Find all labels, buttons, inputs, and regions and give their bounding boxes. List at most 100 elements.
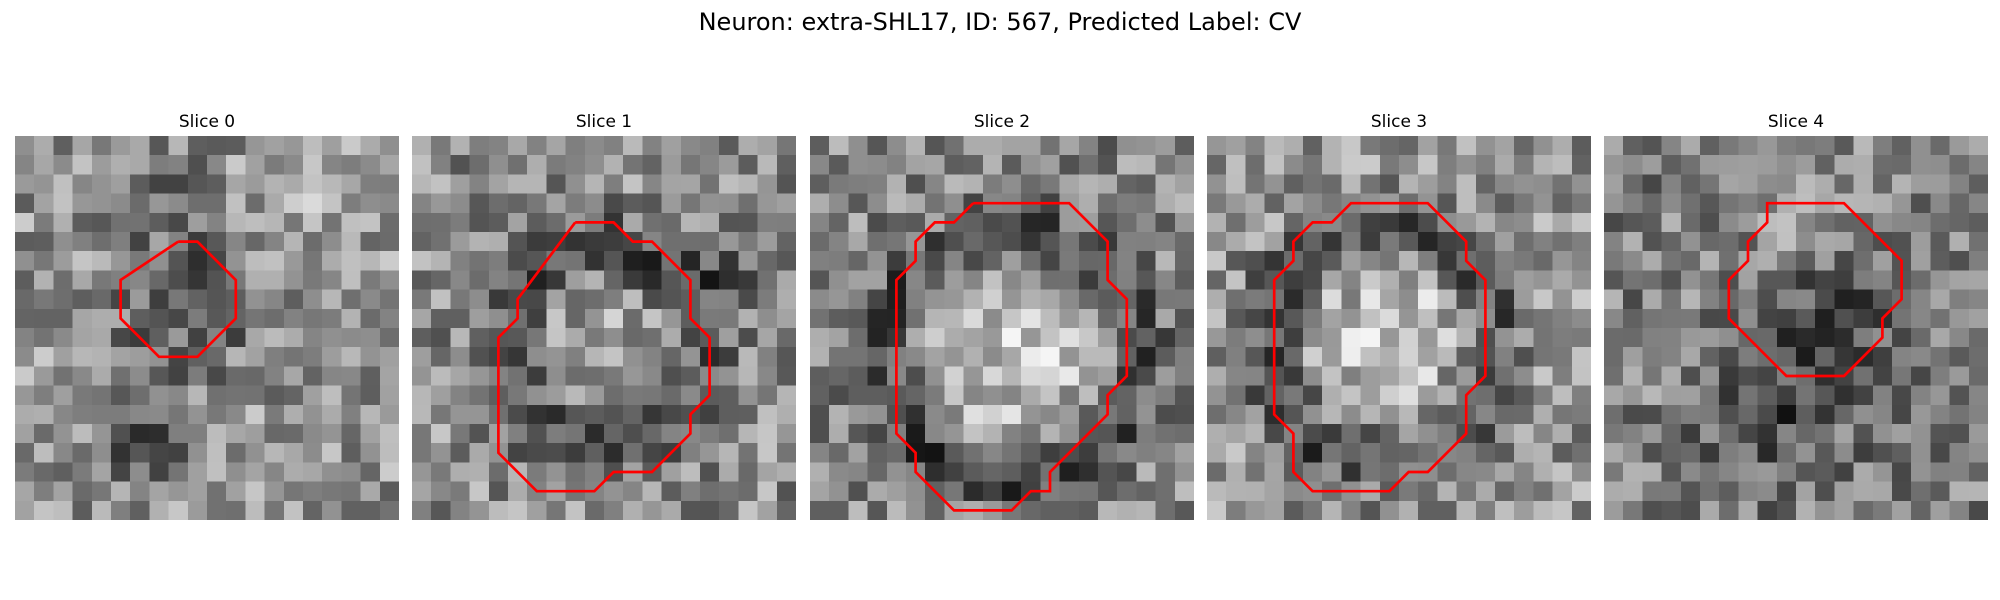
pixel — [661, 404, 682, 425]
pixel — [1360, 347, 1381, 367]
pixel — [738, 308, 758, 329]
pixel — [1475, 193, 1496, 214]
pixel — [1078, 136, 1099, 156]
pixel — [1078, 462, 1099, 482]
pixel — [1495, 136, 1515, 156]
pixel — [207, 289, 227, 310]
pixel — [623, 155, 643, 175]
pixel — [1796, 328, 1816, 348]
pixel — [1264, 443, 1285, 463]
pixel — [1834, 481, 1854, 502]
pixel — [1418, 328, 1438, 348]
pixel — [187, 366, 208, 386]
pixel — [264, 251, 285, 271]
pixel — [565, 174, 586, 194]
pixel — [1552, 328, 1573, 348]
pixel — [1360, 136, 1381, 156]
pixel — [1341, 155, 1361, 175]
pixel — [1155, 462, 1176, 482]
pixel — [584, 328, 605, 348]
pixel — [431, 328, 451, 348]
pixel — [757, 424, 778, 444]
pixel — [829, 270, 849, 290]
pixel — [1379, 366, 1400, 386]
pixel — [1322, 424, 1342, 444]
pixel — [1552, 308, 1573, 329]
pixel — [1456, 443, 1477, 463]
pixel — [661, 481, 682, 502]
pixel — [245, 462, 265, 482]
pixel — [757, 136, 778, 156]
pixel — [1815, 251, 1835, 271]
pixel — [1604, 136, 1624, 156]
pixel — [1738, 174, 1758, 194]
pixel — [527, 193, 547, 214]
pixel — [1738, 481, 1758, 502]
pixel — [1552, 251, 1573, 271]
pixel — [1475, 481, 1496, 502]
pixel — [1853, 385, 1874, 406]
pixel — [1207, 500, 1227, 520]
pixel — [604, 232, 624, 252]
pixel — [565, 270, 586, 290]
pixel — [604, 289, 624, 310]
pixel — [412, 193, 432, 214]
pixel — [1757, 462, 1778, 482]
pixel — [1738, 212, 1758, 233]
pixel — [1475, 500, 1496, 520]
pixel — [245, 289, 265, 310]
pixel — [91, 174, 112, 194]
pixel — [925, 155, 945, 175]
pixel — [226, 174, 246, 194]
pixel — [1155, 347, 1176, 367]
pixel — [1968, 308, 1988, 329]
pixel — [1456, 500, 1477, 520]
pixel — [149, 308, 169, 329]
pixel — [360, 270, 381, 290]
pixel — [700, 251, 720, 271]
pixel — [776, 500, 796, 520]
pixel — [1303, 251, 1323, 271]
pixel — [1853, 174, 1874, 194]
pixel — [360, 404, 381, 425]
pixel — [1719, 212, 1739, 233]
pixel — [207, 193, 227, 214]
pixel — [1949, 443, 1970, 463]
pixel — [1872, 500, 1893, 520]
pixel — [303, 424, 323, 444]
pixel — [450, 155, 470, 175]
pixel — [1680, 481, 1701, 502]
pixel — [810, 424, 830, 444]
pixel — [303, 443, 323, 463]
pixel — [1360, 174, 1381, 194]
pixel — [1322, 404, 1342, 425]
pixel — [264, 385, 285, 406]
pixel — [1098, 481, 1118, 502]
pixel — [565, 328, 586, 348]
pixel — [642, 155, 662, 175]
pixel — [1892, 232, 1912, 252]
pixel — [187, 404, 208, 425]
pixel — [661, 308, 682, 329]
pixel — [867, 308, 888, 329]
pixel — [1495, 308, 1515, 329]
pixel — [1418, 347, 1438, 367]
pixel — [1475, 385, 1496, 406]
pixel — [1002, 443, 1022, 463]
pixel — [72, 193, 93, 214]
pixel — [1117, 404, 1137, 425]
pixel — [642, 174, 662, 194]
pixel — [1059, 270, 1080, 290]
pixel — [1303, 136, 1323, 156]
pixel — [130, 193, 150, 214]
pixel — [1719, 500, 1739, 520]
pixel — [303, 212, 323, 233]
pixel — [72, 232, 93, 252]
pixel — [1514, 328, 1534, 348]
pixel — [1834, 289, 1854, 310]
pixel — [719, 366, 739, 386]
pixel — [1514, 212, 1534, 233]
pixel — [738, 500, 758, 520]
pixel — [661, 424, 682, 444]
pixel — [1456, 289, 1477, 310]
